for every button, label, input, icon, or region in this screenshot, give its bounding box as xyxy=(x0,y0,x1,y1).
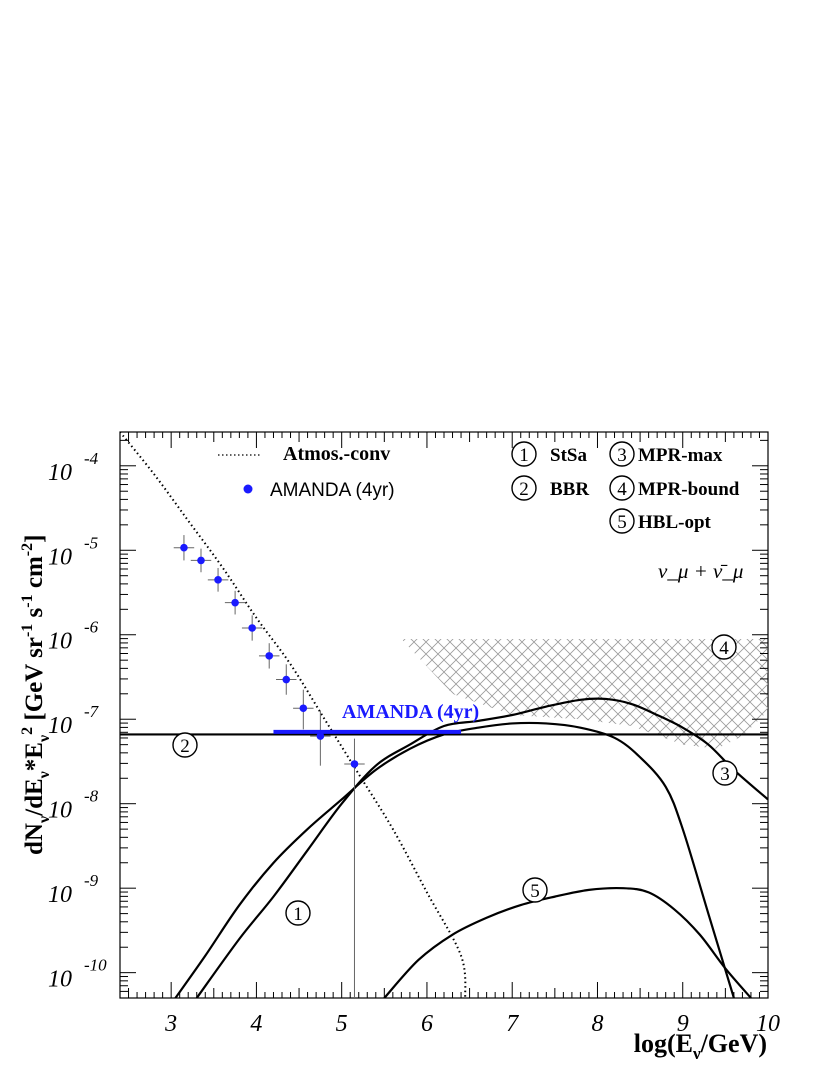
model-5-badge xyxy=(609,508,635,534)
y-tick-label: 10 xyxy=(48,798,72,824)
curve-label-4: 4 xyxy=(711,634,737,660)
x-tick-label: 8 xyxy=(591,1011,603,1037)
y-axis-title: dNν/dEν*Eν2 [GeV sr-1 s-1 cm-2] xyxy=(19,535,53,855)
model-4-badge xyxy=(609,475,635,501)
model-2-badge xyxy=(511,475,537,501)
y-axis-title-d: [GeV sr xyxy=(21,637,48,727)
curve-label-2-badge xyxy=(172,732,198,758)
model-5-num: 5 xyxy=(617,512,627,533)
y-tick-label-exponent: -4 xyxy=(84,449,99,468)
curve-hbl-opt xyxy=(383,886,752,998)
legend-model-1: 1 StSa xyxy=(511,441,587,467)
legend-atmos-label: Atmos.-conv xyxy=(283,443,390,465)
amanda-point xyxy=(282,675,291,684)
legend: Atmos.-conv AMANDA (4yr) 1 StSa 2 BBR 3 … xyxy=(218,441,743,583)
y-tick-label: 10 xyxy=(48,967,72,993)
x-tick-label: 4 xyxy=(250,1011,262,1037)
x-axis-title: log(Eν/GeV) xyxy=(634,1029,767,1063)
curve-label-2-num: 2 xyxy=(180,736,190,757)
model-4-num: 4 xyxy=(617,479,627,500)
y-axis-title-b: /dE xyxy=(21,778,48,817)
x-axis-title-tail: /GeV) xyxy=(700,1029,767,1058)
legend-amanda-marker xyxy=(243,484,253,494)
x-tick-label: 10 xyxy=(756,1011,780,1037)
y-tick-label: 10 xyxy=(48,882,72,908)
amanda-limit-label: AMANDA (4yr) xyxy=(342,701,479,723)
curve-label-3-num: 3 xyxy=(720,764,730,785)
curve-label-2: 2 xyxy=(172,732,198,758)
model-2-name: BBR xyxy=(550,479,589,500)
model-3-name: MPR-max xyxy=(638,445,723,466)
amanda-point xyxy=(197,556,205,565)
curve-label-1-num: 1 xyxy=(293,904,303,925)
y-axis-title-e-sup: -1 xyxy=(19,594,36,607)
legend-model-4: 4 MPR-bound xyxy=(609,475,740,501)
legend-model-3: 3 MPR-max xyxy=(609,441,723,467)
legend-model-5: 5 HBL-opt xyxy=(609,508,712,534)
y-axis-title-e: s xyxy=(21,607,48,623)
y-axis-title-d-sup: -1 xyxy=(19,624,36,637)
model-4-name: MPR-bound xyxy=(638,479,740,500)
x-tick-label: 9 xyxy=(677,1011,689,1037)
curve-label-5: 5 xyxy=(522,877,548,903)
curve-label-4-num: 4 xyxy=(719,638,729,659)
curve-label-3: 3 xyxy=(712,760,738,786)
y-axis-title-c-sup: 2 xyxy=(19,727,36,735)
y-axis-title-f: cm xyxy=(21,556,48,594)
amanda-point xyxy=(231,598,239,607)
curve-label-3-badge xyxy=(712,760,738,786)
x-tick-label: 5 xyxy=(336,1011,348,1037)
amanda-point xyxy=(350,760,359,768)
y-tick-label: 10 xyxy=(48,629,72,655)
x-axis-title-main: log(E xyxy=(634,1029,693,1058)
model-3-num: 3 xyxy=(617,445,627,466)
curve-stsa xyxy=(174,721,735,998)
amanda-point xyxy=(265,652,274,660)
model-3-badge xyxy=(609,441,635,467)
y-tick-label: 10 xyxy=(48,544,72,570)
y-axis-title-a-sub: ν xyxy=(36,816,53,824)
y-tick-label-exponent: -5 xyxy=(84,533,98,552)
amanda-point xyxy=(248,624,256,632)
model-1-num: 1 xyxy=(519,445,529,466)
curve-label-4-badge xyxy=(711,634,737,660)
curve-label-1: 1 xyxy=(285,900,311,926)
mpr-bound-band xyxy=(401,638,768,749)
curve-label-5-badge xyxy=(522,877,548,903)
model-2-num: 2 xyxy=(519,479,529,500)
y-axis-title-a: dN xyxy=(21,823,48,855)
model-1-badge xyxy=(511,441,537,467)
y-tick-label-exponent: -10 xyxy=(84,956,107,975)
model-5-name: HBL-opt xyxy=(638,512,712,533)
curve-label-5-num: 5 xyxy=(530,881,540,902)
y-tick-label-exponent: -8 xyxy=(84,787,99,806)
y-tick-label: 10 xyxy=(48,460,72,486)
amanda-point xyxy=(316,732,325,740)
y-tick-label-exponent: -6 xyxy=(84,618,99,637)
curve-label-1-badge xyxy=(285,900,311,926)
curve-mpr-max xyxy=(195,697,768,998)
y-axis-title-f-sup: -2 xyxy=(19,543,36,556)
x-tick-label: 3 xyxy=(164,1011,177,1037)
legend-amanda-label: AMANDA (4yr) xyxy=(270,480,395,501)
model-1-name: StSa xyxy=(550,445,587,466)
legend-model-2: 2 BBR xyxy=(511,475,589,501)
amanda-point xyxy=(180,543,188,552)
y-tick-label-exponent: -9 xyxy=(84,871,99,890)
neutrino-type-label: ν_μ + ν̄_μ xyxy=(658,559,743,583)
x-tick-label: 7 xyxy=(506,1011,519,1037)
y-axis-title-b-sub: ν xyxy=(36,771,53,779)
y-axis-title-c: *E xyxy=(21,742,48,771)
x-tick-label: 6 xyxy=(421,1011,433,1037)
y-axis-title-g: ] xyxy=(21,535,48,543)
x-axis-title-sub: ν xyxy=(692,1044,701,1063)
y-tick-label: 10 xyxy=(48,713,72,739)
y-axis-title-c-sub: ν xyxy=(36,735,53,743)
amanda-point xyxy=(214,576,222,584)
y-tick-label-exponent: -7 xyxy=(84,702,100,721)
amanda-point xyxy=(299,704,308,713)
